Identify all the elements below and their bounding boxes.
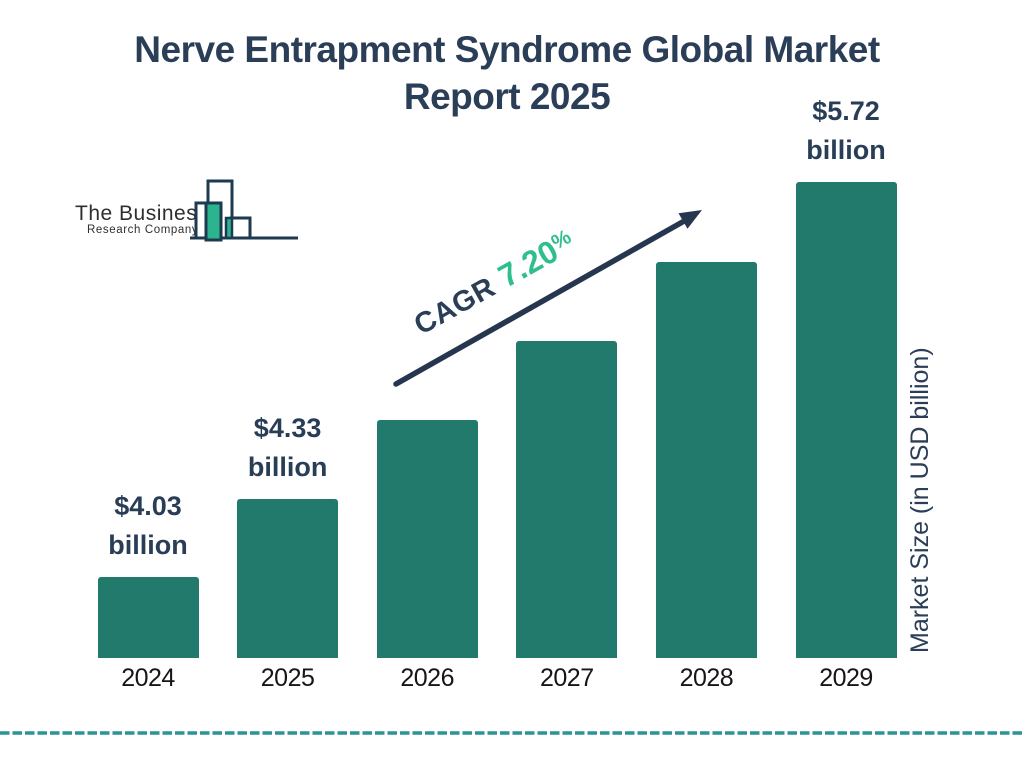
x-tick-2029: 2029 — [819, 664, 873, 692]
value-label-2024: $4.03 billion — [63, 487, 233, 565]
x-tick-2025: 2025 — [260, 664, 315, 692]
cagr-annotation: CAGR7.20% — [407, 224, 581, 343]
value-label-unit: billion — [806, 135, 886, 165]
y-axis-label: Market Size (in USD billion) — [906, 347, 934, 654]
logo-subname: Research Company — [87, 224, 199, 236]
value-label-unit: billion — [247, 452, 328, 482]
value-label-amount: $4.03 — [114, 491, 182, 521]
company-logo: The Business Research Company — [70, 172, 302, 248]
bar-2027 — [516, 341, 618, 658]
x-tick-2024: 2024 — [121, 664, 175, 692]
page-title: Nerve Entrapment Syndrome Global Market … — [0, 26, 1014, 120]
value-label-unit: billion — [108, 530, 188, 560]
logo-name: The Business — [75, 202, 209, 225]
x-tick-2028: 2028 — [679, 664, 734, 692]
value-label-2025: $4.33 billion — [203, 409, 373, 487]
bar-2024 — [97, 577, 199, 658]
page-title-line1: Nerve Entrapment Syndrome Global Market — [134, 29, 880, 70]
value-label-amount: $5.72 — [812, 96, 880, 126]
bar-2028 — [655, 262, 757, 658]
bar-2025 — [237, 499, 339, 658]
bar-2026 — [376, 420, 478, 658]
x-tick-2026: 2026 — [400, 664, 454, 692]
page-title-line2: Report 2025 — [403, 76, 611, 117]
value-label-amount: $4.33 — [253, 413, 322, 443]
x-tick-2027: 2027 — [539, 664, 594, 692]
bar-2029 — [795, 182, 897, 658]
logo-bar-chart-icon — [190, 179, 298, 242]
value-label-2029: $5.72 billion — [761, 92, 931, 170]
cagr-label: CAGR — [408, 271, 501, 342]
